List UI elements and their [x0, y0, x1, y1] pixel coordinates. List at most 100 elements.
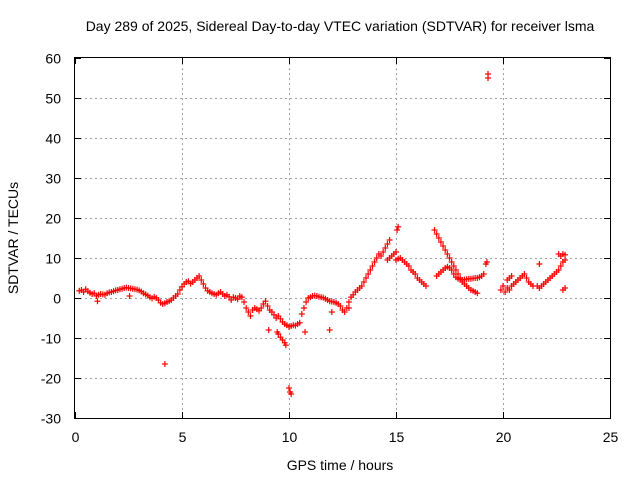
- data-point: [337, 303, 344, 309]
- data-point: [198, 277, 205, 283]
- data-point: [536, 261, 543, 267]
- y-tick-label: -10: [41, 331, 61, 347]
- x-tick-label: 20: [496, 429, 512, 445]
- data-point: [562, 251, 569, 258]
- data-point: [161, 361, 168, 367]
- data-point: [450, 271, 457, 277]
- data-point: [450, 263, 457, 269]
- y-tick-label: 60: [45, 51, 61, 67]
- data-point: [480, 271, 487, 277]
- data-point: [433, 231, 440, 237]
- data-point: [264, 303, 271, 309]
- data-point: [358, 283, 365, 289]
- data-point: [371, 259, 378, 265]
- data-point: [360, 279, 367, 285]
- data-point: [345, 305, 352, 311]
- data-point: [393, 249, 399, 255]
- data-point: [386, 237, 393, 243]
- data-point: [300, 305, 307, 311]
- data-point: [506, 287, 513, 293]
- data-point: [485, 71, 492, 77]
- data-point: [275, 331, 282, 337]
- data-point: [444, 251, 451, 257]
- data-point: [523, 275, 530, 281]
- data-point: [431, 227, 438, 233]
- y-axis: -30 -20 -10 0 10 20 30 40 50 60: [41, 51, 610, 427]
- y-tick-label: 0: [53, 291, 61, 307]
- data-point: [405, 263, 412, 269]
- x-tick-label: 10: [282, 429, 298, 445]
- data-point: [562, 257, 569, 263]
- data-point: [384, 241, 391, 247]
- data-point: [412, 271, 419, 277]
- data-point: [395, 223, 402, 230]
- data-point: [500, 283, 506, 289]
- data-point: [277, 315, 284, 322]
- data-point: [245, 309, 252, 315]
- data-point: [497, 287, 504, 293]
- data-point: [258, 305, 265, 311]
- y-tick-label: 40: [45, 131, 61, 147]
- data-point: [446, 255, 453, 261]
- data-point: [555, 267, 562, 273]
- data-point: [243, 305, 250, 311]
- y-tick-label: -30: [41, 411, 61, 427]
- data-point: [378, 253, 385, 259]
- data-point: [557, 263, 564, 269]
- y-tick-label: 20: [45, 211, 61, 227]
- y-tick-label: 50: [45, 91, 61, 107]
- chart-title: Day 289 of 2025, Sidereal Day-to-day VTE…: [86, 18, 595, 34]
- data-point: [286, 385, 292, 391]
- data-point: [326, 327, 333, 333]
- y-tick-label: -20: [41, 371, 61, 387]
- data-point: [435, 235, 442, 241]
- data-point: [380, 249, 387, 255]
- data-point: [367, 267, 374, 273]
- y-axis-label: SDTVAR / TECUs: [5, 182, 21, 294]
- data-point: [296, 319, 303, 326]
- data-point: [474, 290, 481, 297]
- data-point: [483, 259, 490, 265]
- data-point: [282, 342, 289, 349]
- data-point: [369, 263, 376, 269]
- data-point: [373, 255, 380, 261]
- data-point: [234, 296, 241, 303]
- data-point: [422, 283, 429, 289]
- data-point: [328, 309, 335, 315]
- data-point: [382, 245, 389, 251]
- data-point: [247, 313, 254, 319]
- data-point: [562, 285, 569, 291]
- data-point: [302, 329, 309, 335]
- x-axis-label: GPS time / hours: [287, 457, 394, 473]
- data-point: [365, 271, 372, 277]
- data-point: [94, 298, 101, 305]
- data-point: [241, 299, 248, 305]
- data-point: [442, 247, 449, 253]
- data-point: [303, 299, 310, 305]
- data-point: [196, 273, 203, 279]
- x-tick-label: 15: [389, 429, 405, 445]
- y-tick-label: 30: [45, 171, 61, 187]
- data-point: [363, 275, 370, 281]
- data-point: [394, 227, 401, 233]
- data-point: [174, 291, 181, 297]
- data-point: [345, 299, 352, 305]
- data-point: [265, 327, 272, 333]
- data-point: [440, 243, 447, 249]
- data-point: [502, 289, 509, 295]
- data-points: [76, 71, 569, 397]
- data-point: [448, 267, 455, 273]
- x-axis: 0 5 10 15 20 25: [72, 58, 618, 445]
- data-point: [271, 311, 278, 318]
- data-point: [508, 273, 515, 279]
- plot-frame: [74, 57, 611, 419]
- data-point: [176, 287, 183, 293]
- y-tick-label: 10: [45, 251, 61, 267]
- data-point: [448, 259, 455, 265]
- data-point: [298, 311, 305, 317]
- data-point: [288, 391, 295, 397]
- data-point: [437, 239, 444, 245]
- x-tick-label: 5: [179, 429, 187, 445]
